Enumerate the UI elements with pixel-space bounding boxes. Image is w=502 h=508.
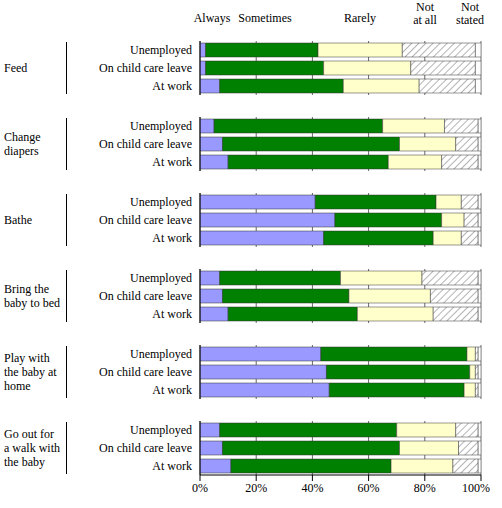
svg-text:Unemployed: Unemployed [130,423,192,437]
svg-text:On child care leave: On child care leave [99,137,192,151]
svg-text:On child care leave: On child care leave [99,365,192,379]
svg-text:40%: 40% [301,481,323,495]
html-text:Feed: Feed [4,61,28,75]
svg-text:Unemployed: Unemployed [130,43,192,57]
svg-text:At work: At work [152,79,192,93]
html-text:Change diapers: Change diapers [4,130,41,158]
html-text:Rarely: Rarely [344,11,376,25]
html-text:Always: Always [193,11,231,25]
svg-text:Unemployed: Unemployed [130,271,192,285]
svg-text:At work: At work [152,307,192,321]
svg-text:At work: At work [152,459,192,473]
svg-text:Unemployed: Unemployed [130,347,192,361]
svg-text:20%: 20% [245,481,267,495]
svg-text:Unemployed: Unemployed [130,119,192,133]
svg-text:On child care leave: On child care leave [99,213,192,227]
html-text:stated: stated [456,13,484,27]
html-text:Go out for a walk with the bab: Go out for a walk with the baby [4,427,60,469]
svg-text:0%: 0% [192,481,208,495]
svg-text:On child care leave: On child care leave [99,441,192,455]
html-text:Play with the baby at home: Play with the baby at home [4,351,57,393]
svg-text:At work: At work [152,231,192,245]
svg-text:On child care leave: On child care leave [99,289,192,303]
html-text:Not: Not [416,0,434,14]
html-text:Bathe: Bathe [4,213,32,227]
svg-text:100%: 100% [462,481,490,495]
html-text:Sometimes: Sometimes [238,11,292,25]
svg-text:Unemployed: Unemployed [130,195,192,209]
svg-text:At work: At work [152,155,192,169]
svg-text:At work: At work [152,383,192,397]
html-text:Bring the baby to bed: Bring the baby to bed [4,282,60,310]
svg-text:80%: 80% [414,481,436,495]
svg-text:On child care leave: On child care leave [99,61,192,75]
svg-text:60%: 60% [358,481,380,495]
html-text:Not: Not [461,0,479,14]
html-text:at all: at all [413,13,437,27]
